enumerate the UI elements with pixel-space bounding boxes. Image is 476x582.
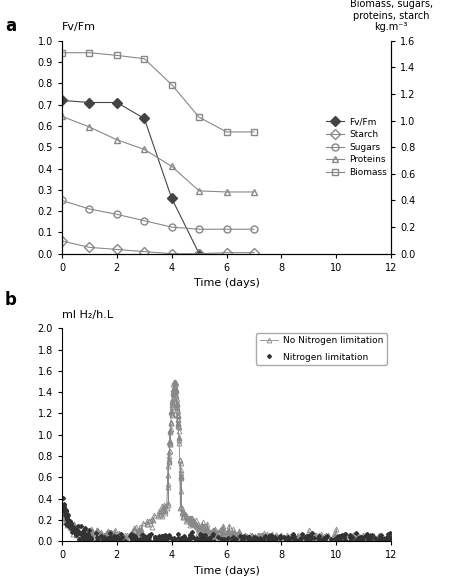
No Nitrogen limitation	[301, 534, 307, 541]
Line: Nitrogen limitation: Nitrogen limitation	[60, 497, 392, 542]
Sugars	[141, 217, 147, 224]
Biomass	[114, 52, 119, 59]
Biomass	[141, 55, 147, 62]
Fv/Fm	[141, 115, 147, 122]
Proteins	[196, 187, 202, 194]
Sugars	[59, 197, 65, 204]
Text: a: a	[5, 17, 16, 36]
Nitrogen limitation	[296, 537, 302, 544]
Starch	[59, 237, 65, 244]
Proteins	[141, 146, 147, 153]
Biomass	[223, 129, 229, 136]
Text: b: b	[5, 291, 17, 309]
No Nitrogen limitation	[166, 452, 171, 459]
Fv/Fm	[59, 97, 65, 104]
X-axis label: Time (days): Time (days)	[193, 566, 259, 576]
Proteins	[223, 189, 229, 196]
Starch	[196, 250, 202, 257]
Proteins	[250, 189, 256, 196]
X-axis label: Time (days): Time (days)	[193, 278, 259, 288]
Starch	[169, 250, 174, 257]
Line: Biomass: Biomass	[59, 49, 257, 136]
Sugars	[196, 226, 202, 233]
Proteins	[59, 113, 65, 120]
Proteins	[87, 123, 92, 130]
Starch	[87, 244, 92, 251]
Starch	[114, 246, 119, 253]
Biomass	[196, 114, 202, 121]
Line: No Nitrogen limitation: No Nitrogen limitation	[60, 379, 393, 544]
Sugars	[87, 205, 92, 212]
Fv/Fm	[114, 99, 119, 106]
Starch	[223, 249, 229, 256]
Biomass	[250, 129, 256, 136]
Sugars	[114, 211, 119, 218]
Biomass	[169, 81, 174, 88]
Line: Fv/Fm: Fv/Fm	[59, 97, 202, 257]
Line: Starch: Starch	[59, 237, 257, 257]
Starch	[141, 248, 147, 255]
No Nitrogen limitation	[387, 533, 393, 540]
Fv/Fm	[196, 250, 202, 257]
No Nitrogen limitation	[279, 533, 285, 540]
Fv/Fm	[87, 99, 92, 106]
Sugars	[223, 226, 229, 233]
Proteins	[169, 163, 174, 170]
Biomass	[87, 49, 92, 56]
Text: Fv/Fm: Fv/Fm	[62, 22, 96, 32]
Nitrogen limitation	[161, 532, 167, 539]
Biomass	[59, 49, 65, 56]
Legend: No Nitrogen limitation, Nitrogen limitation: No Nitrogen limitation, Nitrogen limitat…	[256, 333, 386, 365]
Sugars	[250, 226, 256, 233]
Line: Sugars: Sugars	[59, 197, 257, 233]
No Nitrogen limitation	[199, 519, 205, 526]
No Nitrogen limitation	[235, 533, 240, 540]
No Nitrogen limitation	[115, 538, 120, 545]
Nitrogen limitation	[59, 495, 65, 502]
Starch	[250, 249, 256, 256]
No Nitrogen limitation	[174, 417, 180, 424]
Legend: Fv/Fm, Starch, Sugars, Proteins, Biomass: Fv/Fm, Starch, Sugars, Proteins, Biomass	[326, 118, 386, 177]
Nitrogen limitation	[387, 534, 393, 541]
Text: ml H₂/h.L: ml H₂/h.L	[62, 310, 113, 320]
Fv/Fm	[169, 195, 174, 202]
Nitrogen limitation	[197, 536, 202, 543]
Line: Proteins: Proteins	[59, 113, 257, 196]
No Nitrogen limitation	[60, 506, 65, 513]
Sugars	[169, 223, 174, 230]
No Nitrogen limitation	[172, 378, 178, 385]
Nitrogen limitation	[284, 534, 290, 541]
Nitrogen limitation	[210, 538, 216, 545]
Nitrogen limitation	[94, 538, 100, 545]
Text: Biomass, sugars,
proteins, starch
kg.m⁻³: Biomass, sugars, proteins, starch kg.m⁻³	[349, 0, 432, 32]
Nitrogen limitation	[82, 534, 88, 541]
Proteins	[114, 136, 119, 143]
